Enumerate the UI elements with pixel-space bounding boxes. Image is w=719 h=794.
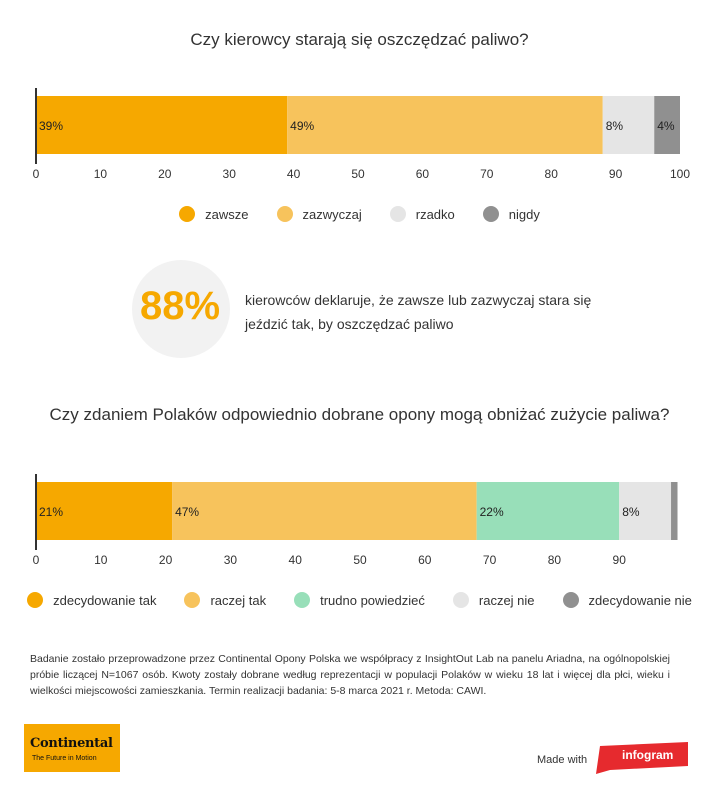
legend-item-4[interactable]: zdecydowanie nie bbox=[562, 592, 692, 608]
chart-1-data-label-2: 8% bbox=[606, 119, 624, 133]
chart-2-bar-2[interactable] bbox=[476, 482, 620, 540]
chart-2-data-label-0: 21% bbox=[39, 505, 63, 519]
chart-1-tick-6: 60 bbox=[416, 167, 430, 178]
chart-2: 21% 47% 22% 8% 0 10 20 30 40 50 60 70 80 90 bbox=[33, 474, 678, 564]
legend-item-2[interactable]: rzadko bbox=[389, 206, 455, 222]
highlight-value: 88% bbox=[139, 284, 221, 328]
chart-1-legend: zawsze zazwyczaj rzadko nigdy bbox=[0, 206, 719, 222]
chart-1-tick-7: 70 bbox=[480, 167, 494, 178]
legend-swatch bbox=[276, 206, 293, 222]
legend-label: zdecydowanie nie bbox=[588, 592, 692, 608]
legend-label: zdecydowanie tak bbox=[53, 592, 157, 608]
chart-1-title: Czy kierowcy starają się oszczędzać pali… bbox=[190, 30, 529, 49]
chart-1-bar-2[interactable] bbox=[602, 96, 655, 154]
chart-2-tick-9: 90 bbox=[613, 553, 627, 564]
chart-2-tick-4: 40 bbox=[289, 553, 303, 564]
chart-2-data-label-1: 47% bbox=[175, 505, 199, 519]
chart-1-bar-0[interactable] bbox=[36, 96, 288, 154]
chart-2-bar-4[interactable] bbox=[671, 482, 678, 540]
chart-2-tick-8: 80 bbox=[548, 553, 562, 564]
legend-item-3[interactable]: raczej nie bbox=[452, 592, 535, 608]
chart-1-tick-10: 100 bbox=[670, 167, 690, 178]
chart-2-tick-0: 0 bbox=[33, 553, 40, 564]
legend-swatch bbox=[294, 592, 311, 608]
chart-2-title: Czy zdaniem Polaków odpowiednio dobrane … bbox=[49, 405, 670, 424]
chart-1-data-label-1: 49% bbox=[290, 119, 314, 133]
chart-1-data-label-3: 4% bbox=[657, 119, 675, 133]
legend-swatch bbox=[389, 206, 406, 222]
chart-2-bar-3[interactable] bbox=[619, 482, 672, 540]
chart-2-data-label-3: 8% bbox=[622, 505, 640, 519]
legend-item-1[interactable]: zazwyczaj bbox=[276, 206, 362, 222]
legend-label: raczej tak bbox=[210, 592, 267, 608]
chart-2-tick-6: 60 bbox=[418, 553, 432, 564]
chart-2-bar-0[interactable] bbox=[36, 482, 173, 540]
legend-item-3[interactable]: nigdy bbox=[482, 206, 540, 222]
chart-2-tick-5: 50 bbox=[353, 553, 367, 564]
chart-1-tick-8: 80 bbox=[545, 167, 559, 178]
chart-2-legend: zdecydowanie tak raczej tak trudno powiedz… bbox=[0, 592, 719, 608]
legend-item-0[interactable]: zdecydowanie tak bbox=[27, 592, 156, 608]
legend-item-0[interactable]: zawsze bbox=[179, 206, 249, 222]
chart-1-tick-1: 10 bbox=[94, 167, 108, 178]
legend-swatch bbox=[452, 592, 469, 608]
legend-label: trudno powiedzieć bbox=[320, 592, 425, 608]
legend-label: nigdy bbox=[508, 206, 540, 222]
chart-1-bar-1[interactable] bbox=[287, 96, 603, 154]
infogram-logo[interactable] bbox=[596, 742, 688, 774]
chart-1-bar-3[interactable] bbox=[654, 96, 680, 154]
chart-2-tick-1: 10 bbox=[94, 553, 108, 564]
chart-1-tick-3: 30 bbox=[223, 167, 237, 178]
legend-label: raczej nie bbox=[478, 592, 535, 608]
chart-1-tick-9: 90 bbox=[609, 167, 623, 178]
legend-item-2[interactable]: trudno powiedzieć bbox=[294, 592, 425, 608]
legend-swatch bbox=[27, 592, 44, 608]
legend-label: zazwyczaj bbox=[302, 206, 362, 222]
chart-2-tick-2: 20 bbox=[159, 553, 173, 564]
brand-logo[interactable]: Continental The Future in Motion bbox=[24, 724, 120, 772]
legend-label: zawsze bbox=[205, 206, 249, 222]
chart-1-data-label-0: 39% bbox=[39, 119, 63, 133]
chart-1-tick-0: 0 bbox=[33, 167, 40, 178]
legend-item-1[interactable]: raczej tak bbox=[184, 592, 266, 608]
chart-2-tick-3: 30 bbox=[224, 553, 238, 564]
chart-1-tick-4: 40 bbox=[287, 167, 301, 178]
legend-swatch bbox=[562, 592, 579, 608]
legend-swatch bbox=[179, 206, 196, 222]
highlight-circle bbox=[132, 260, 230, 358]
made-with-label: Made with bbox=[537, 754, 588, 766]
chart-2-bar-1[interactable] bbox=[172, 482, 477, 540]
infogram-label: infogram bbox=[622, 748, 674, 762]
legend-swatch bbox=[184, 592, 201, 608]
legend-label: rzadko bbox=[415, 206, 455, 222]
chart-1: 39% 49% 8% 4% 0 10 20 30 40 50 60 70 80 90 100 bbox=[33, 88, 690, 178]
chart-2-data-label-2: 22% bbox=[480, 505, 504, 519]
chart-1-tick-5: 50 bbox=[351, 167, 365, 178]
highlight-text: kierowców deklaruje, że zawsze lub zazwy… bbox=[245, 292, 592, 332]
chart-1-tick-2: 20 bbox=[158, 167, 172, 178]
chart-2-tick-7: 70 bbox=[483, 553, 497, 564]
footnote: Badanie zostało przeprowadzone przez Con… bbox=[30, 653, 670, 697]
legend-swatch bbox=[482, 206, 499, 222]
brand-tagline: The Future in Motion bbox=[32, 755, 97, 762]
brand-name: Continental bbox=[30, 736, 113, 751]
